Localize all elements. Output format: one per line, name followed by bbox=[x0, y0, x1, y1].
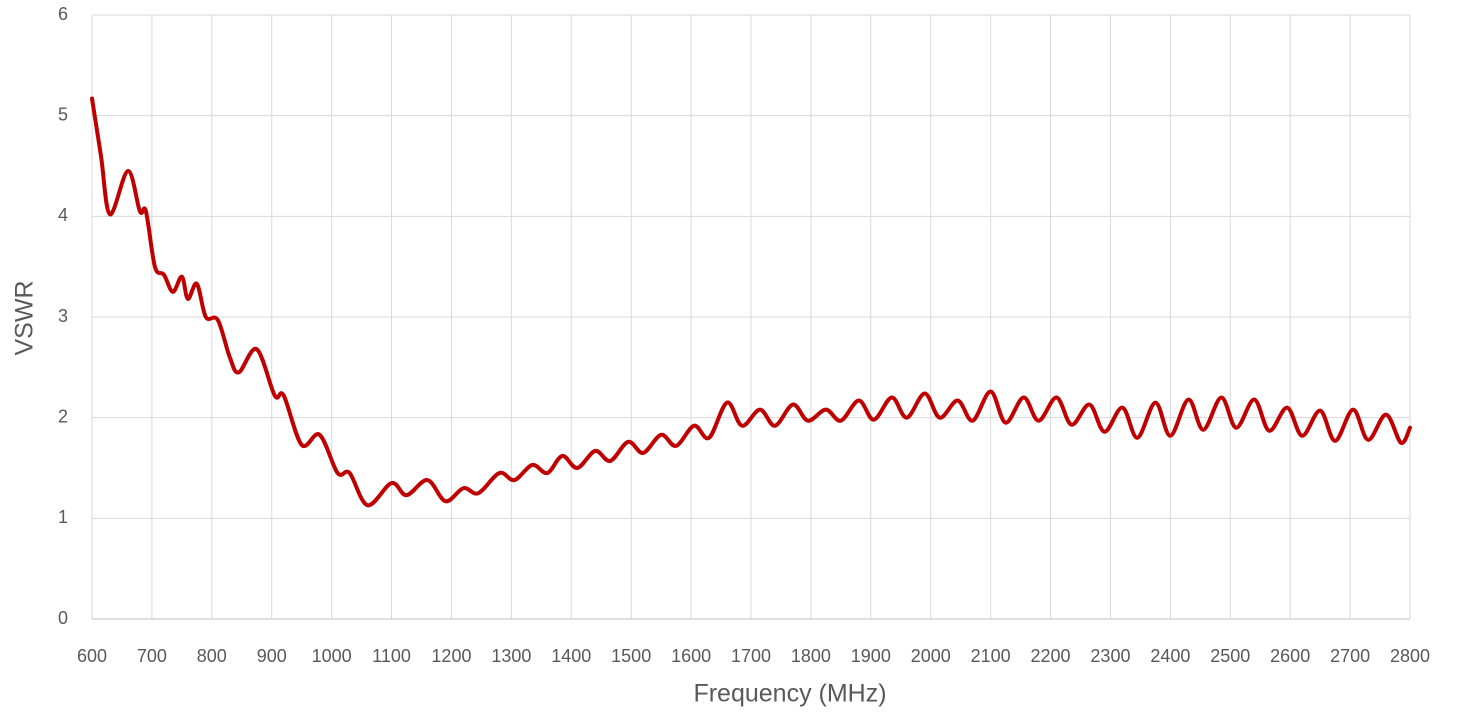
x-tick-label: 1000 bbox=[312, 646, 352, 666]
y-tick-label: 2 bbox=[58, 406, 68, 426]
x-tick-label: 2800 bbox=[1390, 646, 1430, 666]
x-tick-label: 2700 bbox=[1330, 646, 1370, 666]
line bbox=[90, 96, 1412, 508]
y-tick-label: 6 bbox=[58, 4, 68, 24]
y-tick-label: 5 bbox=[58, 104, 68, 124]
x-tick-label: 2300 bbox=[1090, 646, 1130, 666]
x-tick-label: 1100 bbox=[372, 646, 411, 666]
y-tick-label: 3 bbox=[58, 306, 68, 326]
y-tick-label: 0 bbox=[58, 608, 68, 628]
x-tick-label: 1800 bbox=[791, 646, 831, 666]
x-tick-label: 1600 bbox=[671, 646, 711, 666]
y-tick-label: 1 bbox=[58, 507, 68, 527]
x-tick-label: 2200 bbox=[1031, 646, 1071, 666]
y-tick-label: 4 bbox=[58, 205, 68, 225]
x-tick-label: 1400 bbox=[551, 646, 591, 666]
x-tick-label: 800 bbox=[197, 646, 227, 666]
x-tick-label: 600 bbox=[77, 646, 107, 666]
x-tick-label: 2000 bbox=[911, 646, 951, 666]
x-axis-title: Frequency (MHz) bbox=[693, 680, 886, 708]
x-tick-label: 1500 bbox=[611, 646, 651, 666]
x-tick-label: 1700 bbox=[731, 646, 771, 666]
x-tick-label: 2100 bbox=[971, 646, 1011, 666]
x-tick-label: 2500 bbox=[1210, 646, 1250, 666]
x-tick-label: 2600 bbox=[1270, 646, 1310, 666]
x-tick-label: 1900 bbox=[851, 646, 891, 666]
x-tick-label: 1300 bbox=[491, 646, 531, 666]
x-tick-label: 900 bbox=[257, 646, 287, 666]
x-tick-label: 700 bbox=[137, 646, 167, 666]
x-tick-label: 2400 bbox=[1150, 646, 1190, 666]
y-axis-title: VSWR bbox=[11, 281, 39, 356]
x-tick-label: 1200 bbox=[431, 646, 471, 666]
